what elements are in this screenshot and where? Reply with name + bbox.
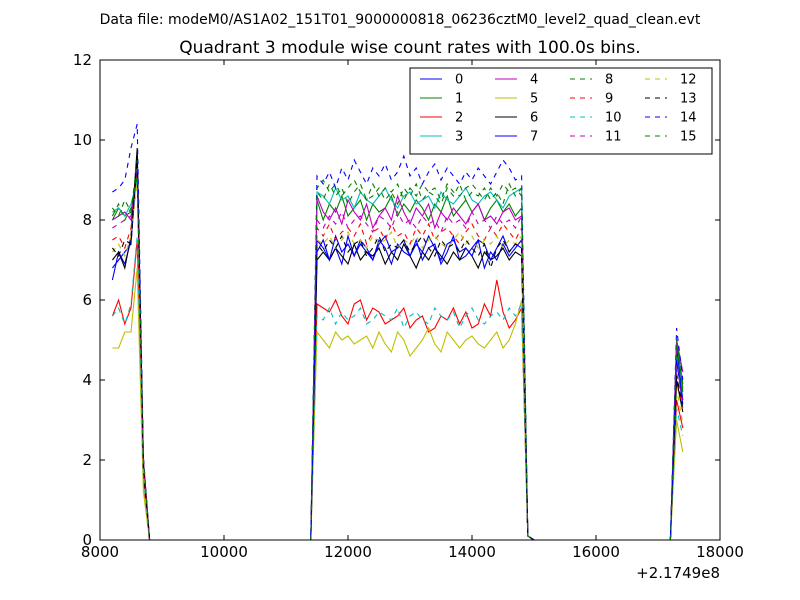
legend-label-4: 4 (530, 73, 538, 88)
y-tick-label: 8 (82, 211, 92, 229)
legend-box (409, 67, 713, 155)
series-12-line (310, 230, 535, 540)
x-tick-label: 14000 (448, 543, 496, 561)
series-6-line (310, 242, 535, 540)
chart-title: Quadrant 3 module wise count rates with … (179, 38, 640, 58)
y-tick-label: 2 (82, 451, 92, 469)
legend-label-0: 0 (455, 73, 463, 88)
figure-suptitle: Data file: modeM0/AS1A02_151T01_90000008… (100, 12, 701, 28)
series-14-line (112, 123, 151, 540)
plot-area (99, 59, 721, 541)
series-11-line (112, 167, 151, 540)
x-tick-label: 12000 (324, 543, 372, 561)
series-4-line (310, 194, 535, 540)
series-3-line (310, 186, 535, 540)
series-8-line (310, 178, 535, 540)
x-tick-label: 8000 (81, 543, 119, 561)
legend-label-12: 12 (680, 73, 697, 88)
legend-label-8: 8 (605, 73, 613, 88)
series-11-line (669, 363, 684, 540)
series-9-line (310, 222, 535, 540)
legend-label-3: 3 (455, 130, 463, 145)
series-0-line (310, 233, 535, 540)
series-15-line (111, 175, 151, 540)
series-14-line (310, 154, 535, 540)
x-tick-label: 10000 (200, 543, 248, 561)
y-tick-label: 12 (73, 51, 92, 69)
series-13-line (310, 234, 535, 540)
series-5-line (112, 267, 151, 540)
legend-label-13: 13 (680, 92, 697, 107)
series-2-line (310, 279, 535, 540)
y-tick-label: 4 (82, 371, 92, 389)
y-tick-label: 10 (73, 131, 92, 149)
series-lines (111, 123, 684, 540)
legend-label-7: 7 (530, 130, 538, 145)
legend-label-14: 14 (680, 111, 697, 126)
legend-label-10: 10 (605, 111, 622, 126)
y-tick-label: 0 (82, 531, 92, 549)
series-5-line (310, 299, 535, 540)
x-tick-label: 16000 (572, 543, 620, 561)
x-axis-offset-label: +2.1749e8 (636, 564, 720, 582)
series-11-line (310, 210, 535, 540)
series-10-line (111, 235, 151, 540)
x-tick-label: 18000 (696, 543, 744, 561)
legend-label-2: 2 (455, 111, 463, 126)
legend-label-5: 5 (530, 92, 538, 107)
legend-label-15: 15 (680, 130, 697, 145)
series-7-line (310, 234, 535, 540)
legend-label-6: 6 (530, 111, 538, 126)
series-12-line (111, 179, 151, 540)
legend-label-9: 9 (605, 92, 613, 107)
legend-label-11: 11 (605, 130, 622, 145)
legend-label-1: 1 (455, 92, 463, 107)
y-tick-label: 6 (82, 291, 92, 309)
series-13-line (111, 155, 151, 540)
